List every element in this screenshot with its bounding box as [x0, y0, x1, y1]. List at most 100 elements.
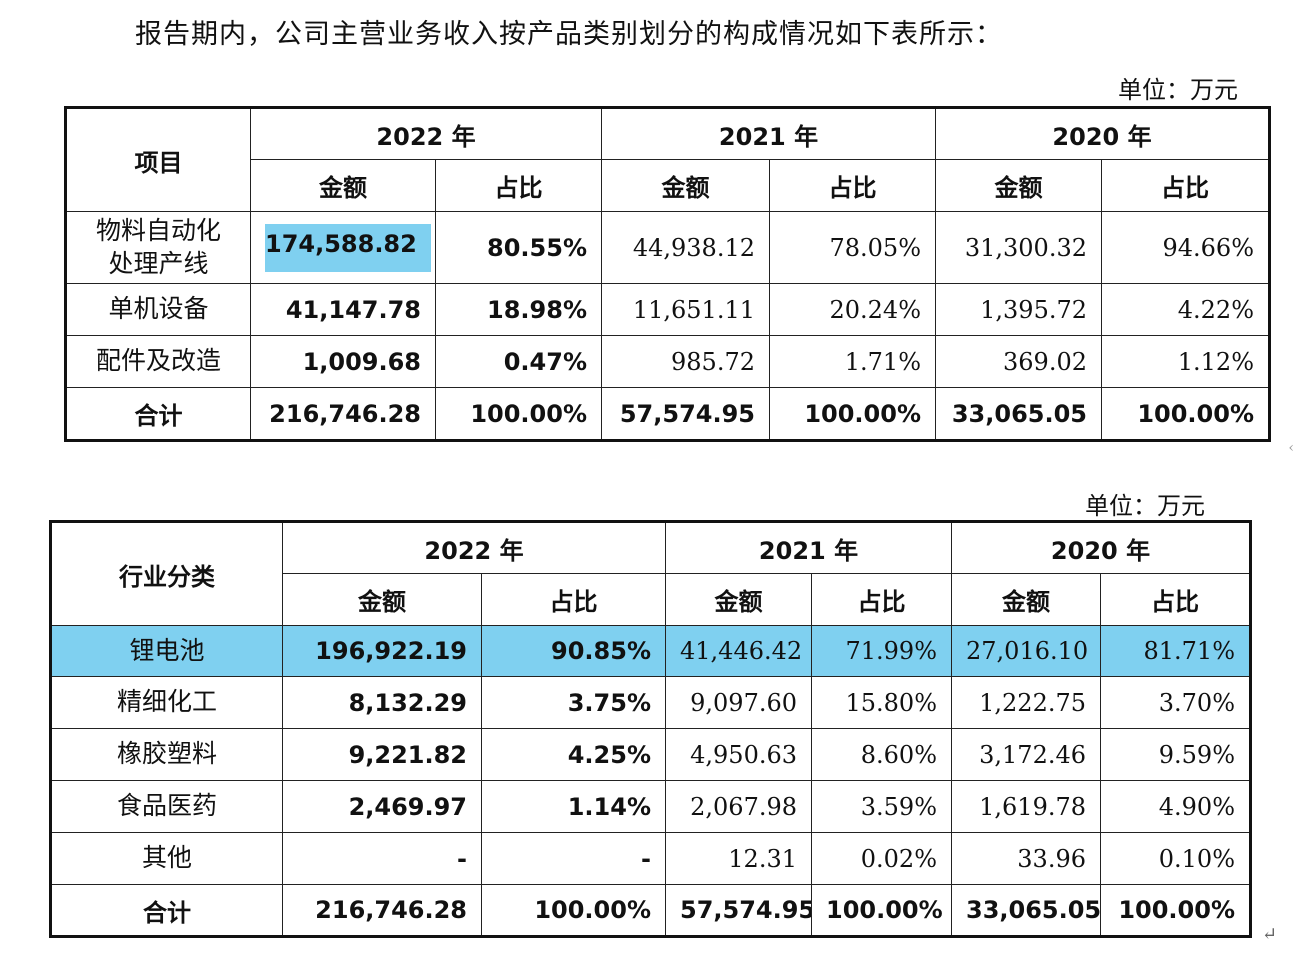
cell-amount: 3,172.46: [951, 728, 1101, 781]
subheader-amount: 金额: [250, 159, 436, 212]
subheader-amount: 金额: [601, 159, 770, 212]
subheader-amount: 金额: [665, 573, 812, 626]
header-year-2022: 2022 年: [282, 521, 666, 574]
cell-amount: 8,132.29: [282, 676, 482, 729]
cell-share: 4.22%: [1101, 283, 1270, 336]
cell-share: 8.60%: [811, 728, 952, 781]
subheader-share: 占比: [1100, 573, 1251, 626]
cell-share: 0.10%: [1100, 832, 1251, 885]
cell-amount: 57,574.95: [665, 884, 812, 937]
cell-amount: 174,588.82: [250, 211, 436, 284]
header-item: 项目: [65, 107, 251, 212]
cell-amount: 11,651.11: [601, 283, 770, 336]
table-row: 精细化工 8,132.29 3.75% 9,097.60 15.80% 1,22…: [50, 676, 1251, 729]
unit-label-1: 单位：万元: [1118, 76, 1238, 104]
subheader-share: 占比: [435, 159, 602, 212]
cell-share: 15.80%: [811, 676, 952, 729]
cell-share: 4.25%: [481, 728, 666, 781]
cell-amount: 1,009.68: [250, 335, 436, 388]
cell-amount: 216,746.28: [250, 387, 436, 441]
cell-amount: 33.96: [951, 832, 1101, 885]
cell-amount: 41,446.42: [665, 625, 812, 677]
row-label-line: 物料自动化: [95, 216, 221, 245]
table-row: 配件及改造 1,009.68 0.47% 985.72 1.71% 369.02…: [65, 335, 1270, 388]
total-row: 合计 216,746.28 100.00% 57,574.95 100.00% …: [65, 387, 1270, 441]
cell-amount: 1,395.72: [935, 283, 1102, 336]
table-row: 其他 - - 12.31 0.02% 33.96 0.10%: [50, 832, 1251, 885]
cell-amount: 57,574.95: [601, 387, 770, 441]
header-year-2021: 2021 年: [665, 521, 952, 574]
cell-amount: 4,950.63: [665, 728, 812, 781]
cell-share: 0.47%: [435, 335, 602, 388]
cell-share: 3.75%: [481, 676, 666, 729]
unit-label-2: 单位：万元: [1085, 492, 1205, 520]
total-row: 合计 216,746.28 100.00% 57,574.95 100.00% …: [50, 884, 1251, 937]
cell-amount: 41,147.78: [250, 283, 436, 336]
subheader-share: 占比: [769, 159, 936, 212]
cell-amount: 369.02: [935, 335, 1102, 388]
row-label: 物料自动化 处理产线: [65, 211, 251, 284]
cell-share: 20.24%: [769, 283, 936, 336]
header-year-2022: 2022 年: [250, 107, 602, 160]
table-row: 橡胶塑料 9,221.82 4.25% 4,950.63 8.60% 3,172…: [50, 728, 1251, 781]
header-industry: 行业分类: [50, 521, 283, 626]
cell-share: 9.59%: [1100, 728, 1251, 781]
highlighted-value: 174,588.82: [265, 223, 431, 272]
cell-share: 94.66%: [1101, 211, 1270, 284]
cell-amount: 1,222.75: [951, 676, 1101, 729]
cell-share: 100.00%: [1100, 884, 1251, 937]
header-year-2020: 2020 年: [951, 521, 1251, 574]
header-year-2020: 2020 年: [935, 107, 1270, 160]
cell-share: 71.99%: [811, 625, 952, 677]
row-label: 其他: [50, 832, 283, 885]
cell-share: 1.12%: [1101, 335, 1270, 388]
header-year-2021: 2021 年: [601, 107, 936, 160]
subheader-amount: 金额: [282, 573, 482, 626]
cell-share: 1.71%: [769, 335, 936, 388]
row-label: 橡胶塑料: [50, 728, 283, 781]
intro-text: 报告期内，公司主营业务收入按产品类别划分的构成情况如下表所示：: [135, 19, 1003, 50]
cell-amount: 196,922.19: [282, 625, 482, 677]
table-row: 物料自动化 处理产线 174,588.82 80.55% 44,938.12 7…: [65, 211, 1270, 284]
highlighted-row: 锂电池 196,922.19 90.85% 41,446.42 71.99% 2…: [50, 625, 1251, 677]
row-label: 配件及改造: [65, 335, 251, 388]
cell-share: 100.00%: [435, 387, 602, 441]
cell-amount: 27,016.10: [951, 625, 1101, 677]
subheader-share: 占比: [1101, 159, 1270, 212]
row-label: 食品医药: [50, 780, 283, 833]
side-mark: ‹: [1288, 440, 1294, 456]
row-label: 单机设备: [65, 283, 251, 336]
cell-amount: 216,746.28: [282, 884, 482, 937]
subheader-amount: 金额: [951, 573, 1101, 626]
cell-amount: 985.72: [601, 335, 770, 388]
cell-share: -: [481, 832, 666, 885]
cell-share: 100.00%: [811, 884, 952, 937]
subheader-amount: 金额: [935, 159, 1102, 212]
cell-share: 3.70%: [1100, 676, 1251, 729]
table-row: 单机设备 41,147.78 18.98% 11,651.11 20.24% 1…: [65, 283, 1270, 336]
subheader-share: 占比: [481, 573, 666, 626]
paragraph-mark-icon: ↵: [1262, 924, 1278, 945]
row-label: 合计: [50, 884, 283, 937]
cell-share: 100.00%: [1101, 387, 1270, 441]
industry-category-table: 行业分类 2022 年 2021 年 2020 年 金额 占比 金额 占比 金额…: [49, 520, 1252, 938]
cell-share: 0.02%: [811, 832, 952, 885]
row-label: 合计: [65, 387, 251, 441]
cell-share: 100.00%: [481, 884, 666, 937]
subheader-share: 占比: [811, 573, 952, 626]
cell-amount: 33,065.05: [935, 387, 1102, 441]
cell-share: 90.85%: [481, 625, 666, 677]
cell-amount: 44,938.12: [601, 211, 770, 284]
row-label: 锂电池: [50, 625, 283, 677]
cell-share: 80.55%: [435, 211, 602, 284]
cell-share: 18.98%: [435, 283, 602, 336]
cell-share: 81.71%: [1100, 625, 1251, 677]
cell-amount: 33,065.05: [951, 884, 1101, 937]
cell-share: 78.05%: [769, 211, 936, 284]
cell-share: 100.00%: [769, 387, 936, 441]
cell-amount: 9,097.60: [665, 676, 812, 729]
cell-amount: 12.31: [665, 832, 812, 885]
cell-share: 4.90%: [1100, 780, 1251, 833]
product-category-table: 项目 2022 年 2021 年 2020 年 金额 占比 金额 占比 金额 占…: [64, 106, 1271, 442]
table-row: 食品医药 2,469.97 1.14% 2,067.98 3.59% 1,619…: [50, 780, 1251, 833]
